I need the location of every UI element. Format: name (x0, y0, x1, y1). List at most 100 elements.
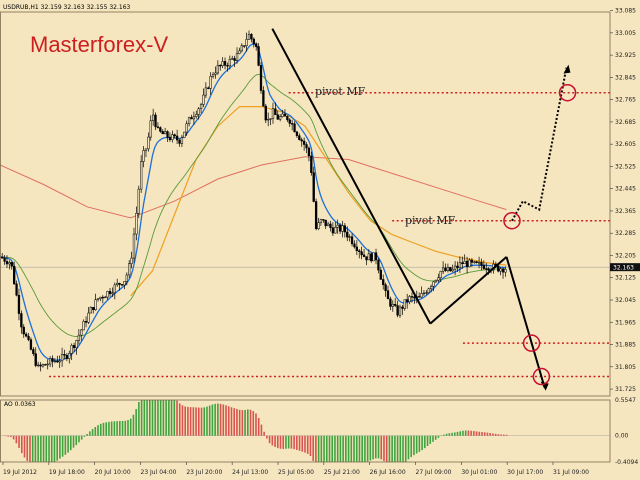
current-price-box (610, 263, 640, 272)
candle-body (312, 172, 315, 202)
moving-averages (0, 43, 507, 361)
candle-body (358, 250, 361, 252)
candle-body (22, 326, 25, 335)
candle-body (331, 227, 335, 234)
candle-body (348, 236, 351, 238)
candle-body (240, 45, 243, 52)
candle-body (8, 262, 11, 265)
candle-body (101, 296, 104, 299)
candle-body (446, 267, 450, 272)
candle-body (362, 254, 366, 257)
target-circle (532, 367, 551, 386)
candle-body (477, 262, 481, 264)
candle-body (475, 261, 478, 263)
candle-body (132, 233, 136, 259)
y-tick-label: 32.285 (615, 230, 636, 237)
ao-pane-frame (0, 399, 611, 463)
candle-body (178, 139, 181, 144)
y-tick-label: 32.045 (615, 297, 636, 304)
candle-body (374, 252, 378, 261)
candle-body (207, 87, 210, 89)
candle-body (449, 267, 452, 272)
candle-body (75, 340, 78, 349)
y-tick-label: 32.125 (615, 275, 636, 282)
candle-body (82, 321, 85, 331)
candle-body (377, 259, 380, 271)
symbol-header: USDRUB,H1 32.159 32.163 32.155 32.163 (3, 4, 131, 11)
candle-body (20, 313, 23, 328)
target-circle (503, 211, 521, 230)
candle-body (396, 305, 399, 316)
candle-body (420, 293, 423, 298)
x-tick-label: 26 Jul 16:00 (370, 469, 406, 476)
candle-body (173, 134, 176, 137)
candle-body (209, 75, 212, 89)
candle-body (398, 306, 402, 316)
pivot-label-upper: pivot MF (315, 85, 366, 98)
candle-body (56, 360, 59, 363)
candle-body (437, 277, 440, 281)
candle-body (77, 334, 81, 341)
candle-body (190, 117, 193, 120)
candle-body (231, 58, 234, 60)
candle-body (350, 236, 354, 245)
candle-body (70, 345, 73, 354)
trend-line (505, 256, 546, 388)
candle-body (3, 257, 6, 262)
candle-body (140, 161, 143, 190)
candle-body (434, 279, 438, 283)
candle-body (192, 116, 196, 120)
candle-body (379, 269, 382, 280)
candle-body (497, 265, 500, 272)
candle-body (353, 243, 356, 248)
candle-body (461, 262, 464, 265)
x-tick-label: 20 Jul 10:00 (95, 469, 131, 476)
candle-body (245, 39, 248, 46)
y-tick-label: 32.445 (615, 186, 636, 193)
trend-line (429, 256, 508, 325)
candle-body (92, 307, 95, 311)
candle-body (116, 282, 119, 286)
candle-body (216, 64, 220, 74)
candle-body (365, 256, 368, 261)
candle-body (487, 268, 490, 271)
candle-body (317, 222, 320, 229)
candle-body (99, 296, 102, 299)
levels (49, 91, 610, 378)
candle-body (161, 131, 164, 135)
x-tick-label: 19 Jul 18:00 (49, 469, 85, 476)
ma-orange-line (130, 105, 507, 297)
candle-body (118, 282, 121, 285)
candle-body (163, 131, 167, 135)
candle-body (17, 294, 21, 314)
candle-body (15, 283, 18, 296)
candle-body (125, 274, 128, 282)
candle-body (87, 312, 90, 323)
candle-body (36, 364, 40, 367)
current-price-label: 32.163 (613, 265, 634, 272)
candle-body (156, 126, 160, 128)
ao-label: AO 0.0363 (4, 401, 36, 408)
candle-body (243, 45, 246, 47)
candle-body (279, 116, 282, 120)
ao-tick-label: -0.4094 (615, 459, 638, 466)
candle-body (58, 360, 61, 363)
candle-body (106, 291, 109, 298)
candle-body (262, 90, 265, 107)
candle-body (501, 268, 505, 273)
up-arrowhead (563, 64, 571, 74)
candle-body (295, 131, 299, 136)
candle-body (202, 94, 205, 105)
candle-body (152, 114, 155, 122)
candle-body (276, 114, 279, 120)
candle-body (10, 262, 13, 267)
price-series (1, 30, 507, 372)
candle-body (84, 321, 88, 323)
ma-red-line (0, 156, 507, 219)
candle-body (439, 271, 442, 279)
candle-body (13, 265, 16, 285)
candle-body (394, 303, 397, 306)
candle-body (264, 105, 267, 121)
candle-body (463, 260, 466, 265)
